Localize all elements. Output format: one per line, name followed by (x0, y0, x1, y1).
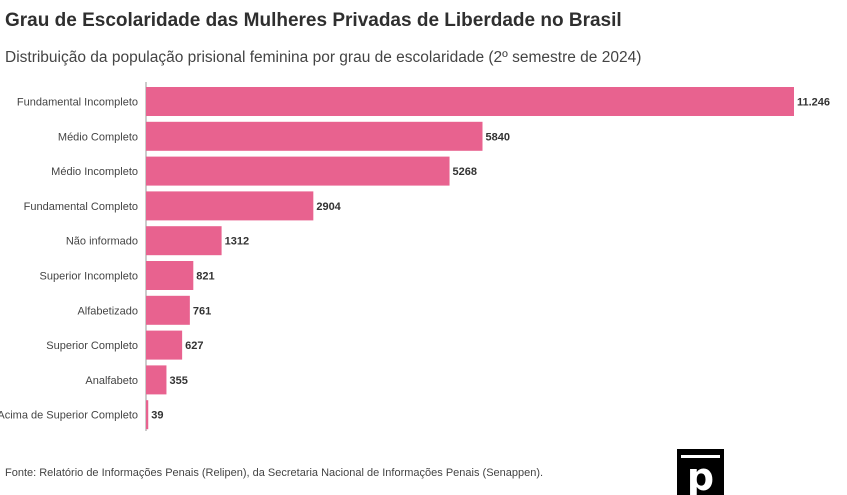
bar (146, 156, 450, 186)
bar (146, 365, 167, 395)
data-label: 627 (185, 340, 203, 352)
chart-title: Grau de Escolaridade das Mulheres Privad… (5, 10, 622, 31)
data-label: 5268 (453, 166, 477, 178)
bar (146, 330, 183, 360)
bar (146, 400, 149, 430)
category-label: Superior Incompleto (40, 271, 138, 283)
publisher-logo-icon: p (677, 449, 724, 495)
category-label: Superior Completo (46, 340, 138, 352)
bar (146, 261, 194, 290)
data-label: 761 (193, 305, 211, 317)
category-label: Não informado (66, 236, 138, 248)
bar (146, 226, 222, 256)
category-label: Analfabeto (85, 375, 138, 387)
data-label: 821 (196, 271, 214, 283)
logo-bar (681, 455, 720, 458)
category-label: Fundamental Incompleto (17, 97, 138, 109)
data-label: 1312 (225, 236, 249, 248)
data-label: 5840 (486, 131, 510, 143)
bar (146, 295, 190, 325)
category-label: Médio Completo (58, 131, 138, 143)
chart-subtitle: Distribuição da população prisional femi… (5, 49, 642, 66)
category-label: Médio Incompleto (51, 166, 138, 178)
logo-letter: p (686, 455, 715, 495)
data-label: 355 (169, 375, 187, 387)
data-label: 39 (151, 410, 163, 422)
bar-chart: Fundamental Incompleto 11.246 Médio Comple… (0, 82, 830, 431)
data-label: 2904 (316, 201, 341, 213)
category-label: Acima de Superior Completo (0, 410, 138, 422)
data-label: 11.246 (797, 97, 830, 109)
category-label: Fundamental Completo (24, 201, 138, 213)
source-note: Fonte: Relatório de Informações Penais (… (5, 467, 544, 479)
bar (146, 87, 794, 116)
bar (146, 191, 314, 221)
category-label: Alfabetizado (77, 305, 138, 317)
bar (146, 121, 483, 151)
